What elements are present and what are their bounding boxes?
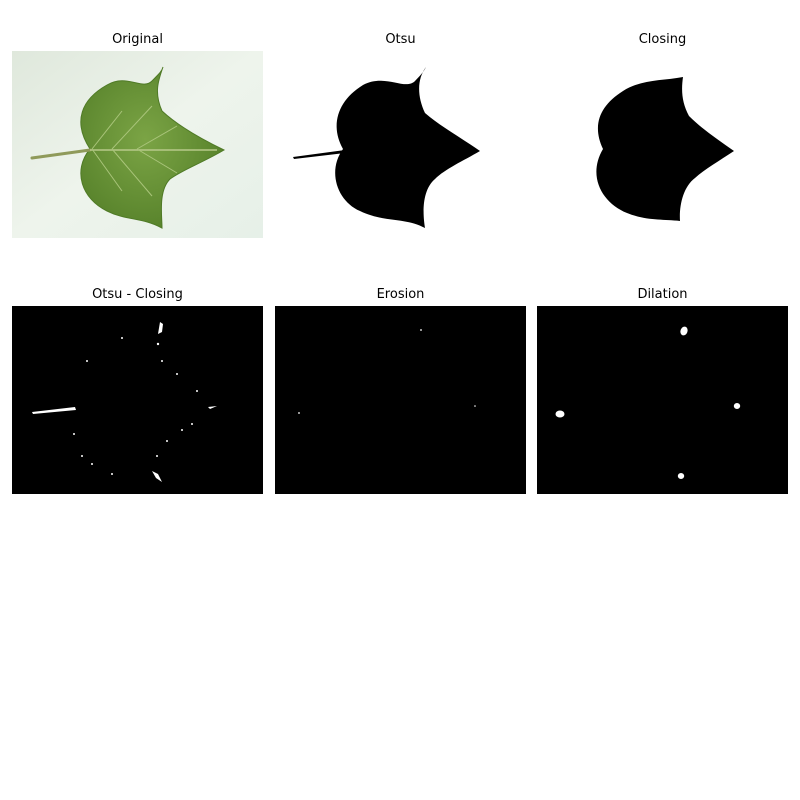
erosion-image [275, 306, 526, 494]
panel-title-otsu: Otsu [385, 32, 416, 47]
closing-mask-image [537, 51, 788, 238]
panel-dilation: Dilation [537, 287, 788, 494]
dilation-blob [733, 403, 741, 409]
leaf-shape [80, 66, 226, 229]
otsu-leaf-mask [335, 67, 480, 228]
panel-title-dilation: Dilation [637, 287, 688, 302]
panel-otsu-minus-closing: Otsu - Closing [12, 287, 263, 494]
dilation-image [537, 306, 788, 494]
otsu-mask-image [275, 51, 526, 238]
panel-original: Original [12, 32, 263, 238]
panel-title-closing: Closing [638, 32, 687, 47]
panel-title-erosion: Erosion [376, 287, 425, 302]
panel-erosion: Erosion [275, 287, 526, 494]
closing-leaf-mask [596, 77, 734, 221]
otsu-minus-closing-image [12, 306, 263, 494]
panel-closing: Closing [537, 32, 788, 238]
original-leaf-image [12, 51, 263, 238]
panel-title-original: Original [112, 32, 163, 47]
panel-title-otsu-minus-closing: Otsu - Closing [92, 287, 183, 302]
dilation-blob [680, 326, 688, 336]
dilation-blob [555, 410, 565, 418]
dilation-blob [677, 473, 685, 479]
panel-otsu: Otsu [275, 32, 526, 238]
